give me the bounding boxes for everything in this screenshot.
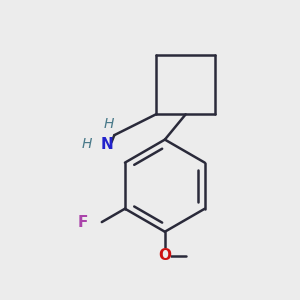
Text: N: N — [100, 136, 113, 152]
Text: O: O — [158, 248, 171, 263]
Text: H: H — [103, 117, 114, 131]
Text: F: F — [78, 214, 88, 230]
Text: H: H — [82, 137, 92, 151]
